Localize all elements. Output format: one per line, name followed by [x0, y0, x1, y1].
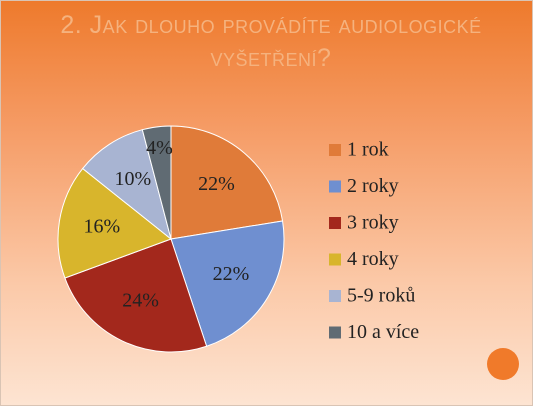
pie-slice: [57, 167, 173, 279]
legend-label: 3 roky: [347, 212, 399, 234]
legend-swatch: [329, 144, 341, 156]
legend-swatch: [329, 217, 341, 229]
legend-label: 10 a více: [347, 321, 419, 343]
pie-slice: [81, 129, 172, 241]
legend-swatch: [329, 180, 341, 193]
data-label: 22%: [198, 173, 235, 195]
decoration-dot: [487, 348, 519, 380]
legend-swatch: [329, 253, 341, 266]
legend-label: 1 rok: [347, 139, 389, 161]
pie-slice: [170, 125, 284, 240]
legend-label: 5-9 roků: [347, 285, 415, 307]
data-label: 16%: [84, 215, 121, 237]
chart-title: 2. Jak dlouho provádíte audiologické vyš…: [60, 11, 482, 72]
data-label: 4%: [146, 137, 173, 159]
legend-label: 4 roky: [347, 248, 399, 270]
pie-slice: [170, 220, 285, 347]
legend-label: 2 roky: [347, 175, 399, 197]
pie-slice: [64, 238, 208, 353]
data-label: 24%: [122, 290, 159, 312]
legend-swatch: [329, 326, 341, 339]
pie-slice: [141, 125, 172, 240]
legend-swatch: [329, 290, 341, 302]
data-label: 10%: [114, 168, 151, 190]
data-label: 22%: [213, 263, 250, 285]
